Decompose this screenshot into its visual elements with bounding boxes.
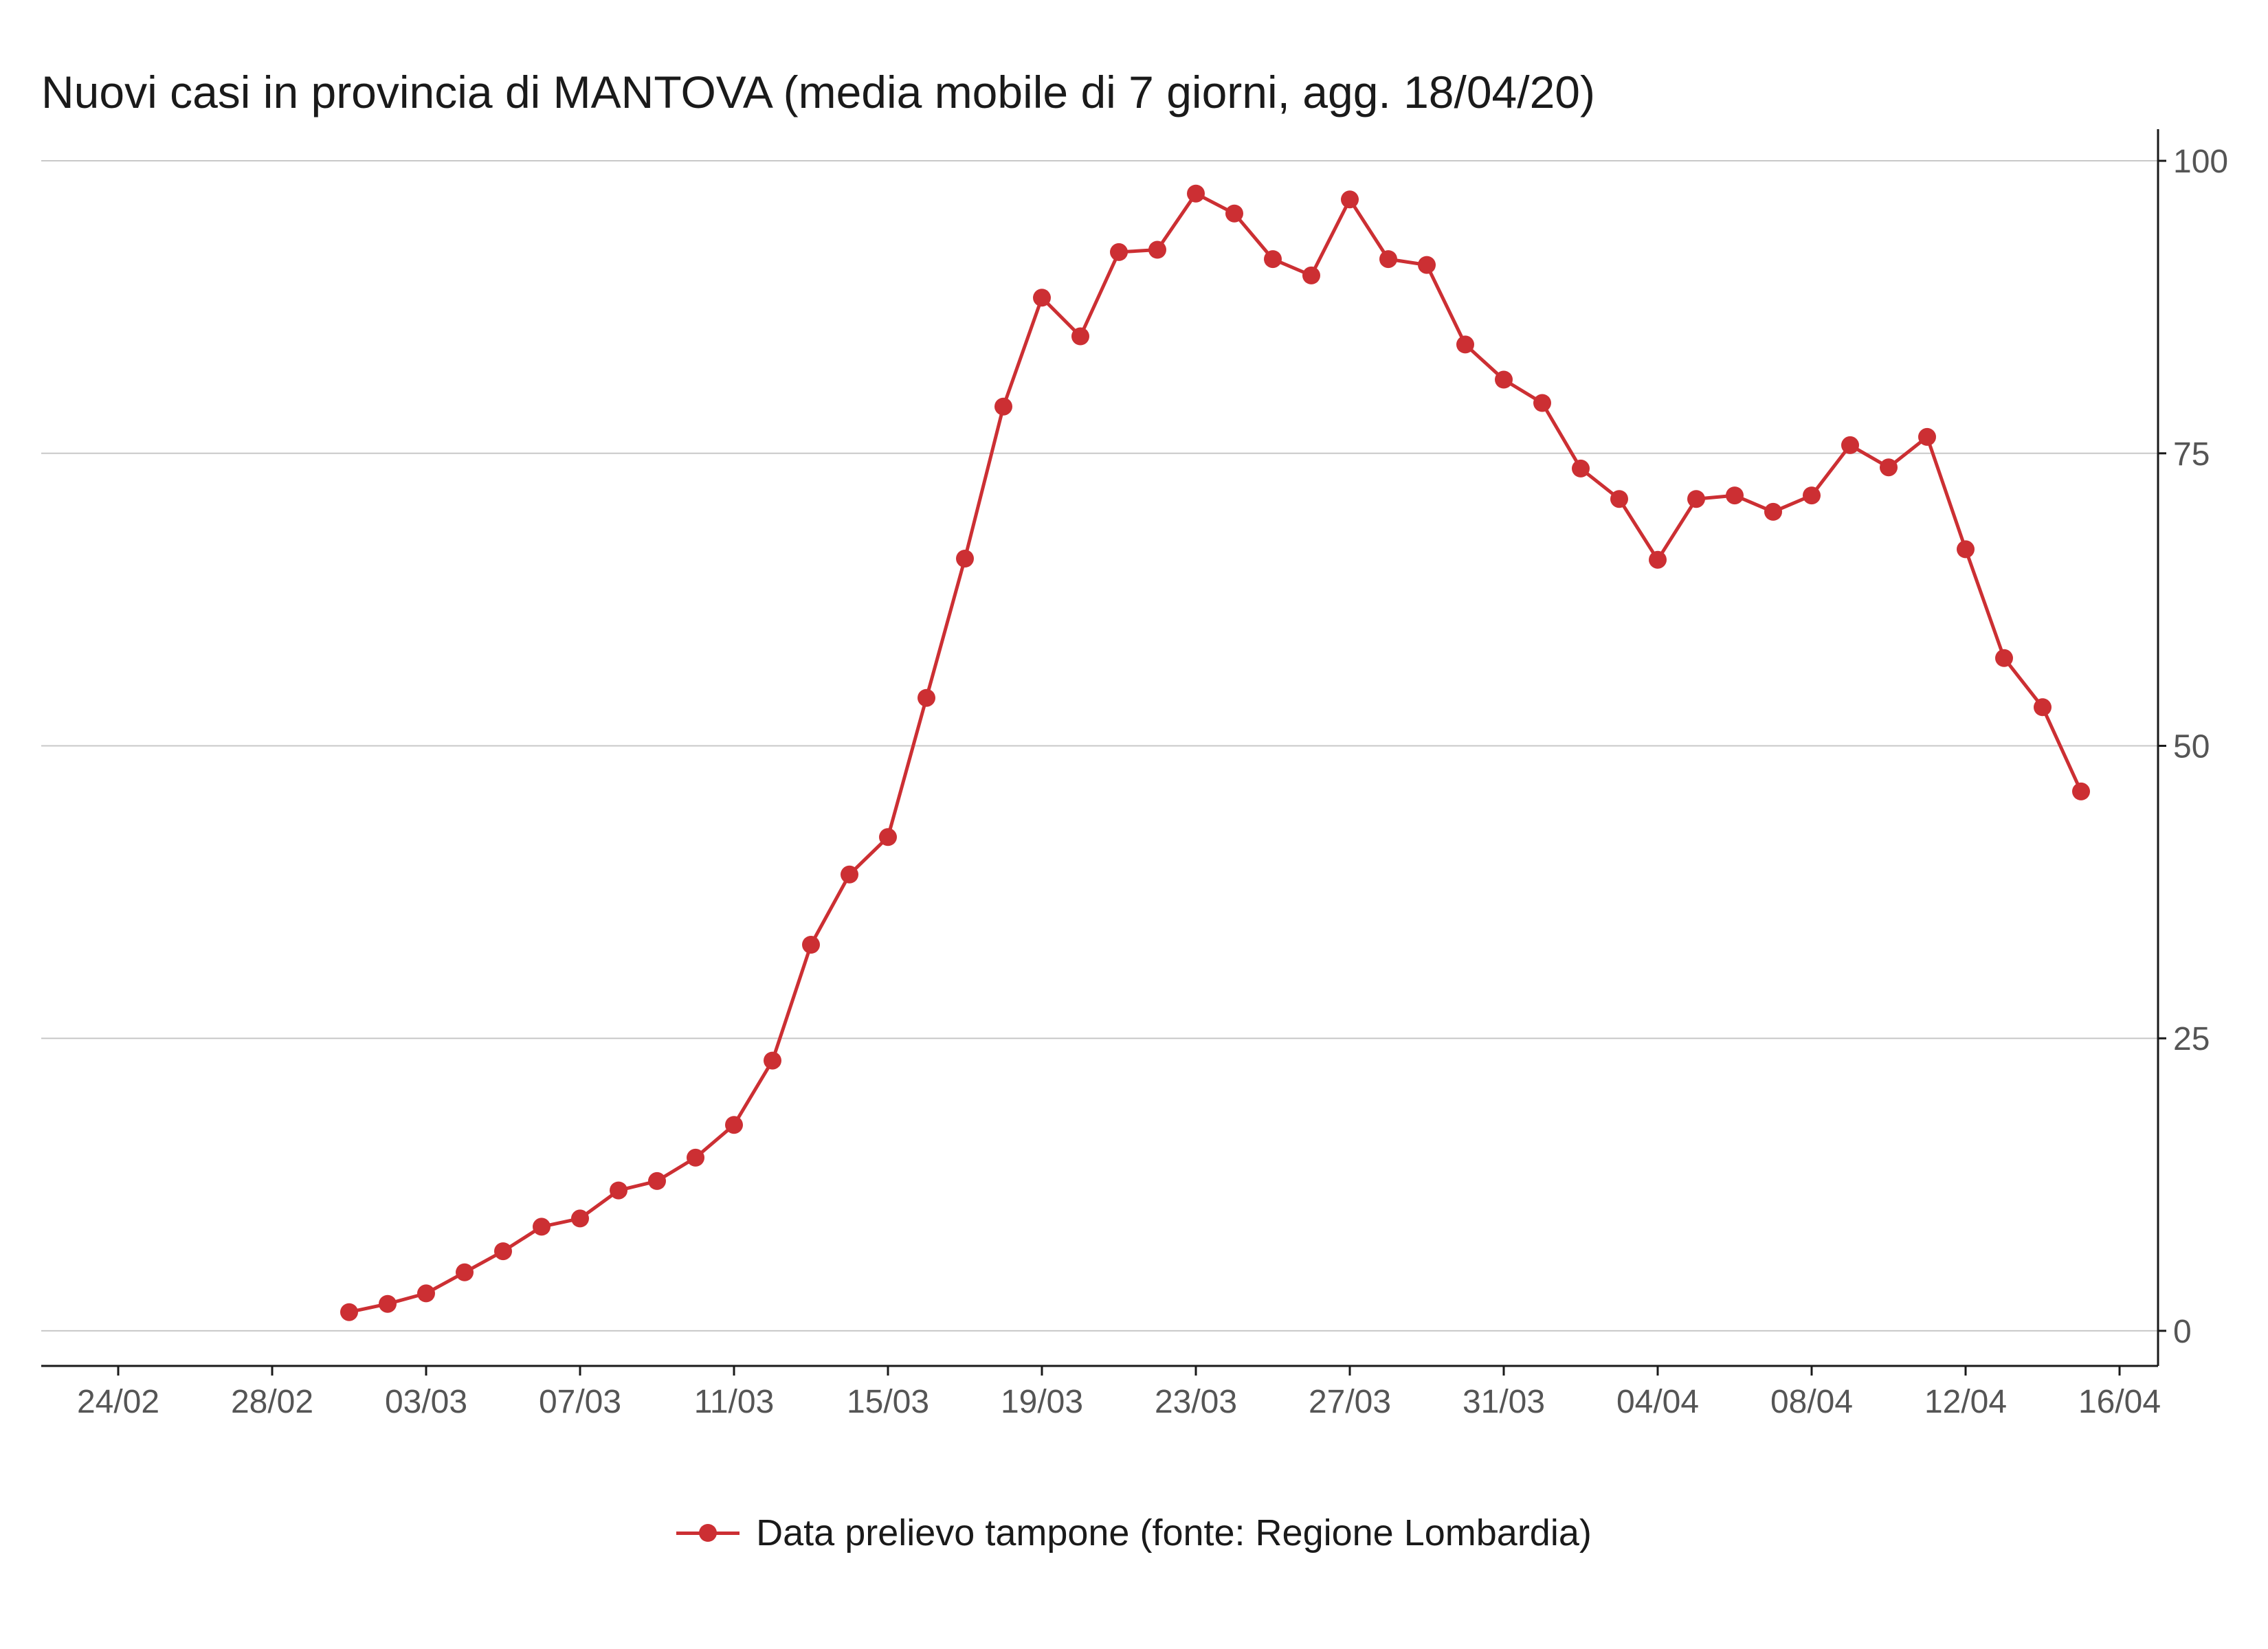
x-tick-label: 03/03: [385, 1384, 467, 1420]
legend-marker-icon: [676, 1519, 740, 1547]
data-point: [725, 1116, 743, 1134]
x-tick-label: 15/03: [847, 1384, 929, 1420]
data-point: [841, 865, 858, 884]
data-point: [1033, 289, 1051, 307]
series-line: [348, 192, 2083, 1314]
x-tick-label: 19/03: [1001, 1384, 1083, 1420]
data-point: [918, 688, 935, 707]
data-point: [1880, 458, 1898, 477]
x-tick-label: 31/03: [1463, 1384, 1545, 1420]
x-tick-label: 08/04: [1770, 1384, 1853, 1420]
axes: 0 25 50 75 100 24/02 28/02 03/03 07/03 11/03 15/03…: [41, 129, 2228, 1420]
data-point: [1418, 256, 1436, 274]
data-point: [648, 1171, 666, 1190]
x-tick-label: 24/02: [77, 1384, 159, 1420]
x-tick-label: 16/04: [2078, 1384, 2161, 1420]
x-tick-label: 27/03: [1309, 1384, 1391, 1420]
x-tick-label: 04/04: [1616, 1384, 1699, 1420]
data-point: [1572, 459, 1590, 478]
data-point: [764, 1051, 781, 1070]
data-point: [1957, 540, 1975, 559]
data-point: [571, 1209, 589, 1228]
data-point: [994, 397, 1012, 416]
data-point: [1264, 250, 1282, 269]
data-point: [417, 1284, 435, 1303]
data-point: [1918, 427, 1936, 446]
data-point: [340, 1303, 358, 1321]
data-series: [340, 184, 2090, 1321]
x-tick-label: 07/03: [539, 1384, 621, 1420]
data-point: [1610, 490, 1628, 508]
data-point: [1687, 490, 1705, 508]
y-tick-label: 50: [2173, 728, 2210, 765]
y-tick-label: 100: [2173, 144, 2228, 180]
data-point: [1110, 243, 1128, 261]
y-tick-label: 75: [2173, 436, 2210, 473]
data-point: [456, 1263, 474, 1281]
data-point: [1841, 436, 1859, 454]
y-tick-label: 25: [2173, 1021, 2210, 1057]
data-point: [879, 828, 897, 846]
x-tick-label: 28/02: [231, 1384, 313, 1420]
data-point: [1187, 184, 1205, 203]
data-point: [379, 1294, 397, 1313]
data-point: [1803, 486, 1821, 505]
x-tick-label: 12/04: [1924, 1384, 2007, 1420]
data-point: [1071, 327, 1089, 346]
gridlines: [41, 160, 2158, 1332]
legend-label: Data prelievo tampone (fonte: Regione Lo…: [756, 1512, 1592, 1553]
data-point: [1764, 502, 1782, 521]
data-point: [494, 1242, 512, 1261]
data-point: [1379, 250, 1397, 269]
data-point: [1995, 649, 2013, 667]
data-point: [1302, 266, 1320, 284]
data-point: [2034, 698, 2052, 717]
data-point: [2072, 782, 2090, 800]
data-point: [610, 1181, 627, 1200]
data-point: [956, 550, 974, 568]
data-point: [1533, 394, 1551, 412]
chart-title: Nuovi casi in provincia di MANTOVA (medi…: [41, 67, 1595, 117]
data-point: [1495, 370, 1513, 389]
data-point: [1456, 335, 1474, 354]
data-point: [1341, 190, 1359, 209]
x-tick-label: 11/03: [694, 1384, 775, 1420]
data-point: [533, 1218, 551, 1236]
data-point: [1225, 204, 1243, 223]
x-tick-label: 23/03: [1155, 1384, 1237, 1420]
y-tick-label: 0: [2173, 1314, 2192, 1350]
data-point: [1726, 486, 1744, 505]
data-point: [1148, 240, 1166, 259]
data-point: [687, 1148, 704, 1167]
data-point: [802, 936, 820, 954]
data-point: [1649, 550, 1667, 569]
legend: Data prelievo tampone (fonte: Regione Lo…: [0, 1512, 2268, 1554]
